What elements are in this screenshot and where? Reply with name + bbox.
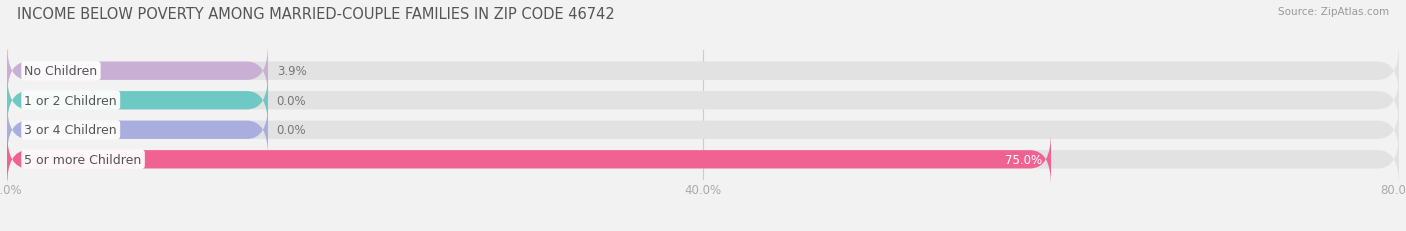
FancyBboxPatch shape (7, 75, 269, 127)
FancyBboxPatch shape (7, 104, 269, 156)
Text: 3 or 4 Children: 3 or 4 Children (24, 124, 117, 137)
Text: 0.0%: 0.0% (277, 94, 307, 107)
Text: No Children: No Children (24, 65, 97, 78)
FancyBboxPatch shape (7, 45, 1399, 97)
FancyBboxPatch shape (7, 134, 1399, 186)
FancyBboxPatch shape (7, 45, 269, 97)
Text: 3.9%: 3.9% (277, 65, 307, 78)
FancyBboxPatch shape (7, 75, 1399, 127)
Text: 1 or 2 Children: 1 or 2 Children (24, 94, 117, 107)
Text: INCOME BELOW POVERTY AMONG MARRIED-COUPLE FAMILIES IN ZIP CODE 46742: INCOME BELOW POVERTY AMONG MARRIED-COUPL… (17, 7, 614, 22)
Text: Source: ZipAtlas.com: Source: ZipAtlas.com (1278, 7, 1389, 17)
Text: 5 or more Children: 5 or more Children (24, 153, 142, 166)
FancyBboxPatch shape (7, 134, 1052, 186)
Text: 75.0%: 75.0% (1005, 153, 1042, 166)
FancyBboxPatch shape (7, 104, 1399, 156)
Text: 0.0%: 0.0% (277, 124, 307, 137)
